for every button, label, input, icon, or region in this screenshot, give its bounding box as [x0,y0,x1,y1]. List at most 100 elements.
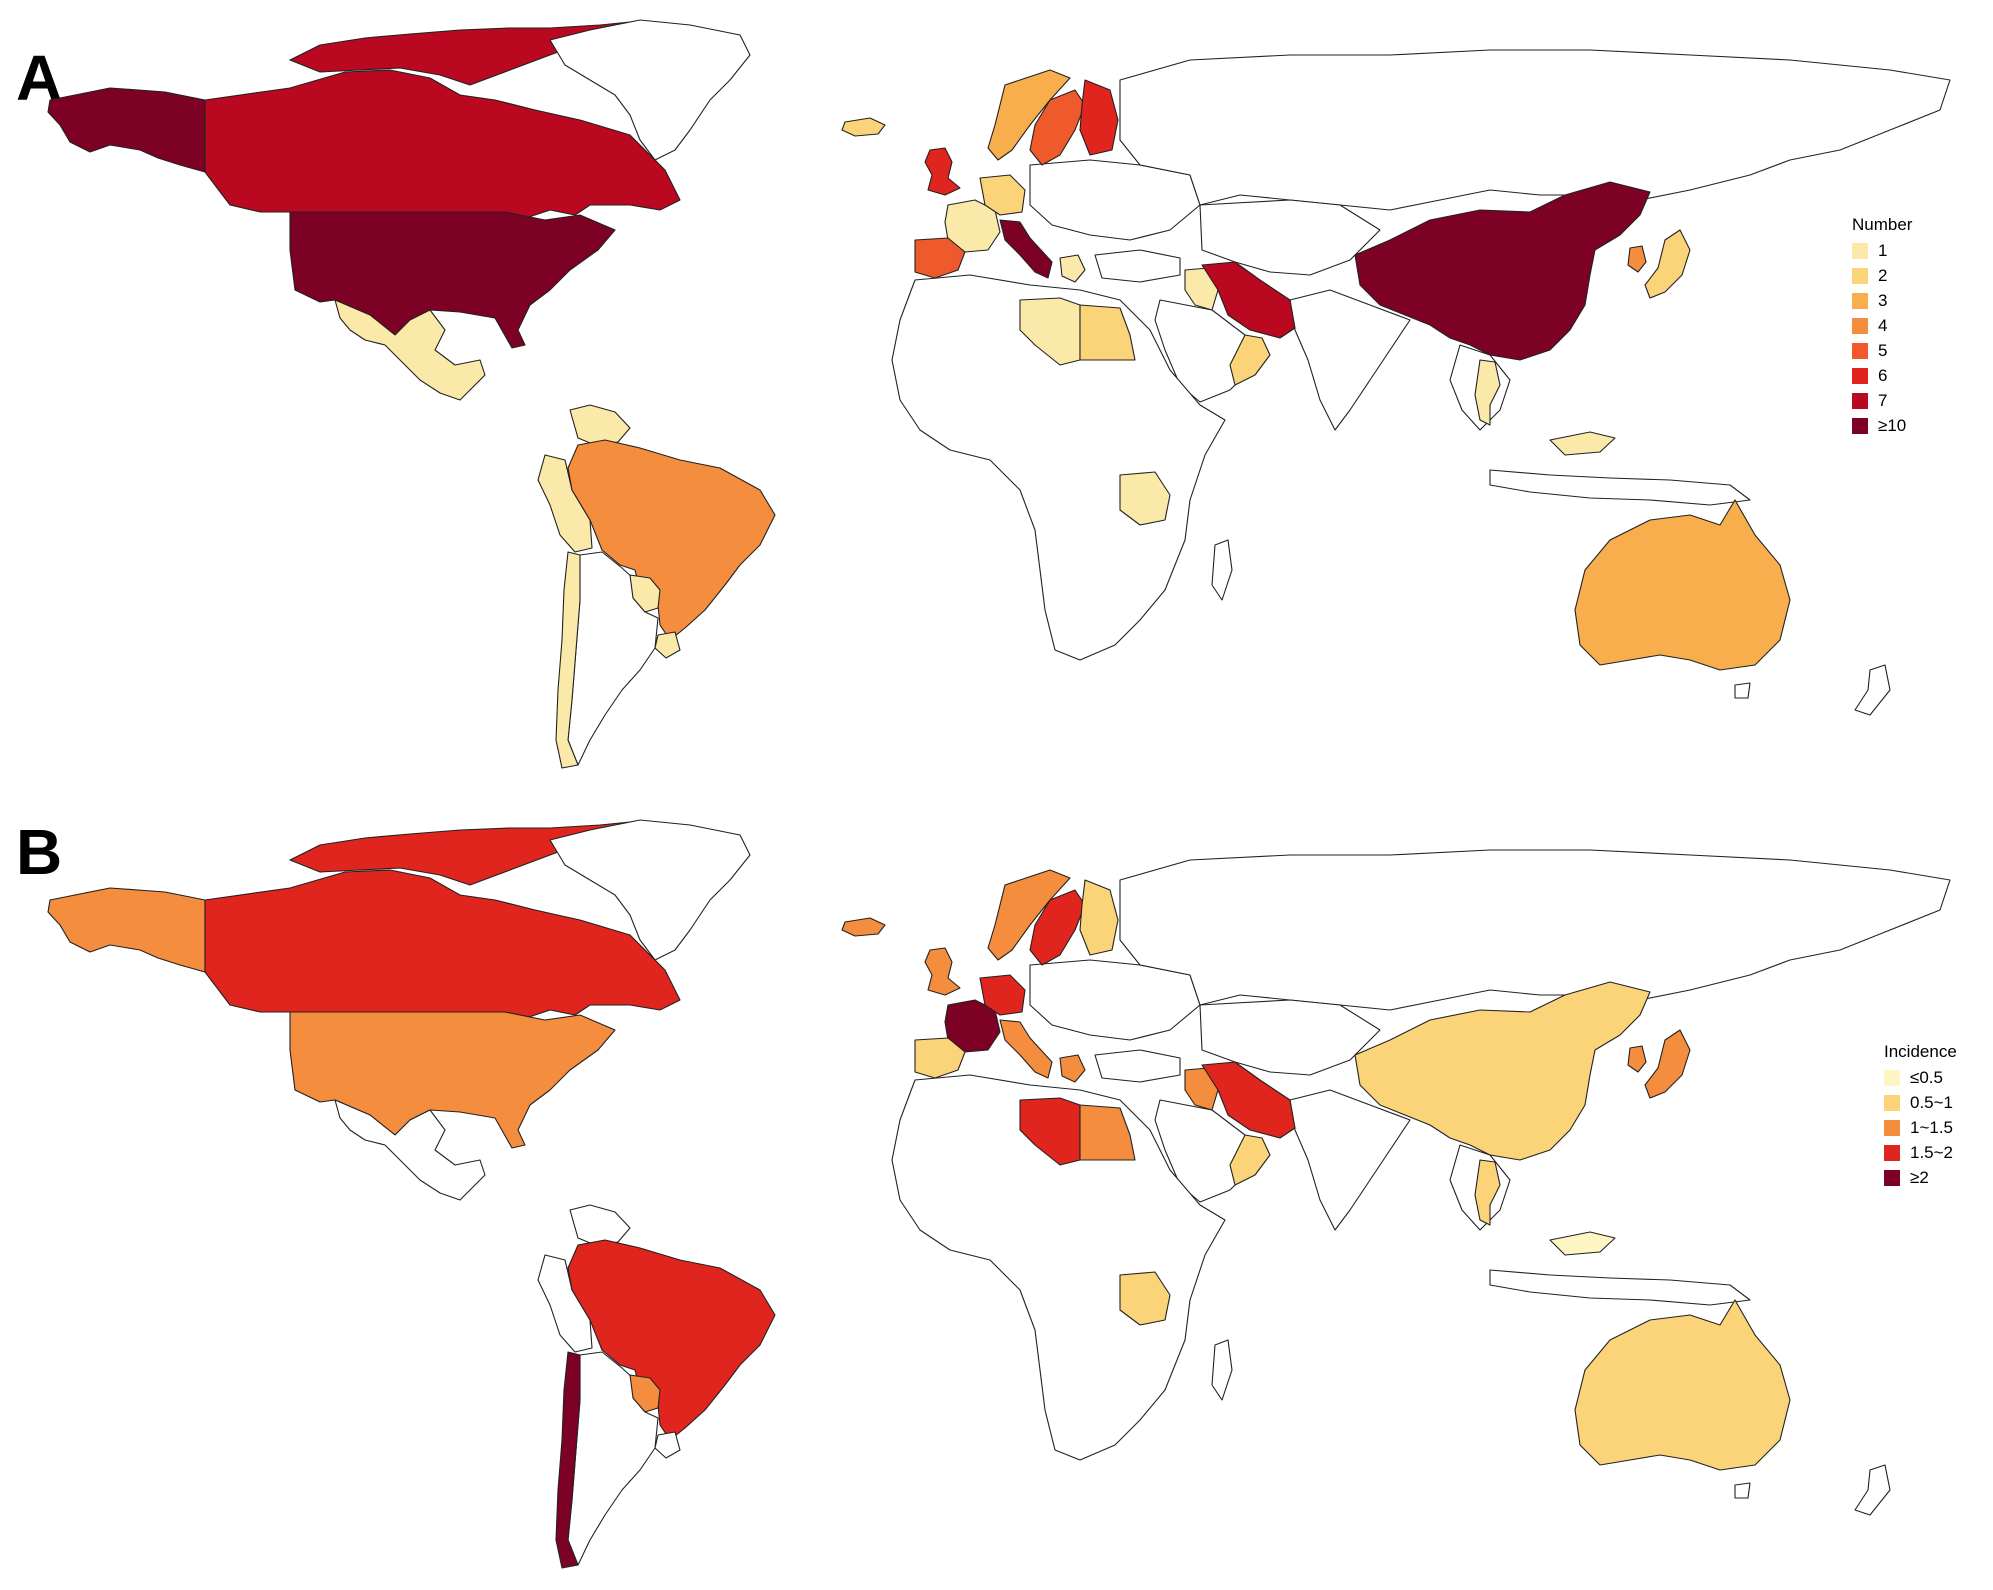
region-peru [537,1254,593,1353]
region-easteurope [1029,159,1201,241]
region-newzealand [1854,1464,1891,1516]
legend-swatch [1884,1144,1900,1161]
region-turkey [1094,249,1181,283]
region-oman [1229,1134,1271,1186]
panel-a: A Number 1 2 3 4 5 6 7 ≥10 [0,0,1993,790]
panel-letter: B [16,816,63,888]
legend-label: 5 [1878,340,1888,360]
legend-incidence: Incidence ≤0.5 0.5~1 1~1.5 1.5~2 ≥2 [1884,1042,1957,1190]
region-italy [999,1019,1053,1079]
region-mexico [334,299,486,401]
region-indonesia [1489,469,1751,506]
region-malaysia [1549,1231,1616,1256]
legend-swatch [1884,1169,1900,1186]
legend-label: 6 [1878,365,1888,385]
region-finland [1079,79,1119,156]
legend-label: 3 [1878,290,1888,310]
legend-title: Number [1852,215,1913,234]
legend-swatch [1852,292,1868,309]
legend-label: ≥2 [1910,1167,1929,1187]
region-tanzania [1119,1271,1171,1326]
region-finland [1079,879,1119,956]
region-uruguay [654,631,681,659]
region-norway [987,869,1071,961]
region-greenland [549,819,751,961]
region-venezuela [569,404,631,446]
legend-swatch [1852,317,1868,334]
region-usa [289,1011,616,1149]
region-korea [1627,245,1647,273]
region-alaska [47,87,206,173]
region-russia [1119,49,1951,211]
region-chile [555,551,581,769]
region-iceland [841,917,886,937]
legend-swatch [1852,367,1868,384]
region-paraguay [629,1374,661,1413]
region-iceland [841,117,886,137]
region-peru [537,454,593,553]
legend-item: 7 [1852,388,1912,413]
legend-label: 2 [1878,265,1888,285]
legend-item: 1~1.5 [1884,1115,1957,1140]
world-map-number [47,19,1951,769]
legend-swatch [1852,342,1868,359]
legend-number: Number 1 2 3 4 5 6 7 ≥10 [1852,215,1912,438]
region-centralasia [1199,999,1381,1076]
region-australia [1574,1299,1791,1471]
legend-item: ≥10 [1852,413,1912,438]
region-madagascar [1211,539,1233,601]
legend-label: ≤0.5 [1910,1067,1943,1087]
region-centralasia [1199,199,1381,276]
region-greece [1059,1054,1086,1083]
region-india [1289,1089,1411,1231]
world-map-incidence [47,819,1951,1569]
legend-item: 1.5~2 [1884,1140,1957,1165]
region-tasmania [1734,1482,1751,1499]
legend-item: 1 [1852,238,1912,263]
region-libya [1019,1097,1081,1166]
region-easteurope [1029,959,1201,1041]
legend-item: 3 [1852,288,1912,313]
legend-swatch [1852,417,1868,434]
region-tanzania [1119,471,1171,526]
legend-label: 0.5~1 [1910,1092,1954,1112]
region-africa [891,1074,1226,1461]
legend-swatch [1852,242,1868,259]
region-france [944,199,1001,253]
region-mexico [334,1099,486,1201]
region-australia [1574,499,1791,671]
region-libya [1019,297,1081,366]
legend-label: 4 [1878,315,1888,335]
legend-item: ≤0.5 [1884,1065,1957,1090]
legend-swatch [1852,267,1868,284]
legend-swatch [1884,1094,1900,1111]
region-malaysia [1549,431,1616,456]
region-uk [924,147,961,196]
region-uruguay [654,1431,681,1459]
panel-b: B Incidence ≤0.5 0.5~1 1~1.5 1.5~2 ≥2 [0,800,1993,1590]
region-iran [1201,1061,1296,1139]
region-france [944,999,1001,1053]
region-spain [914,237,966,279]
region-oman [1229,334,1271,386]
legend-title: Incidence [1884,1042,1957,1061]
region-indonesia [1489,1269,1751,1306]
legend-item: 6 [1852,363,1912,388]
region-canada [204,869,681,1021]
legend-label: 1 [1878,240,1888,260]
region-thailand [1474,359,1501,426]
legend-swatch [1884,1069,1900,1086]
region-canada [204,69,681,221]
legend-item: 5 [1852,338,1912,363]
legend-item: 2 [1852,263,1912,288]
legend-swatch [1852,392,1868,409]
region-china [1354,981,1651,1161]
region-germany [979,974,1026,1016]
region-norway [987,69,1071,161]
region-spain [914,1037,966,1079]
region-india [1289,289,1411,431]
region-brazil [567,439,776,641]
region-sweden [1029,889,1086,966]
region-paraguay [629,574,661,613]
region-chile [555,1351,581,1569]
